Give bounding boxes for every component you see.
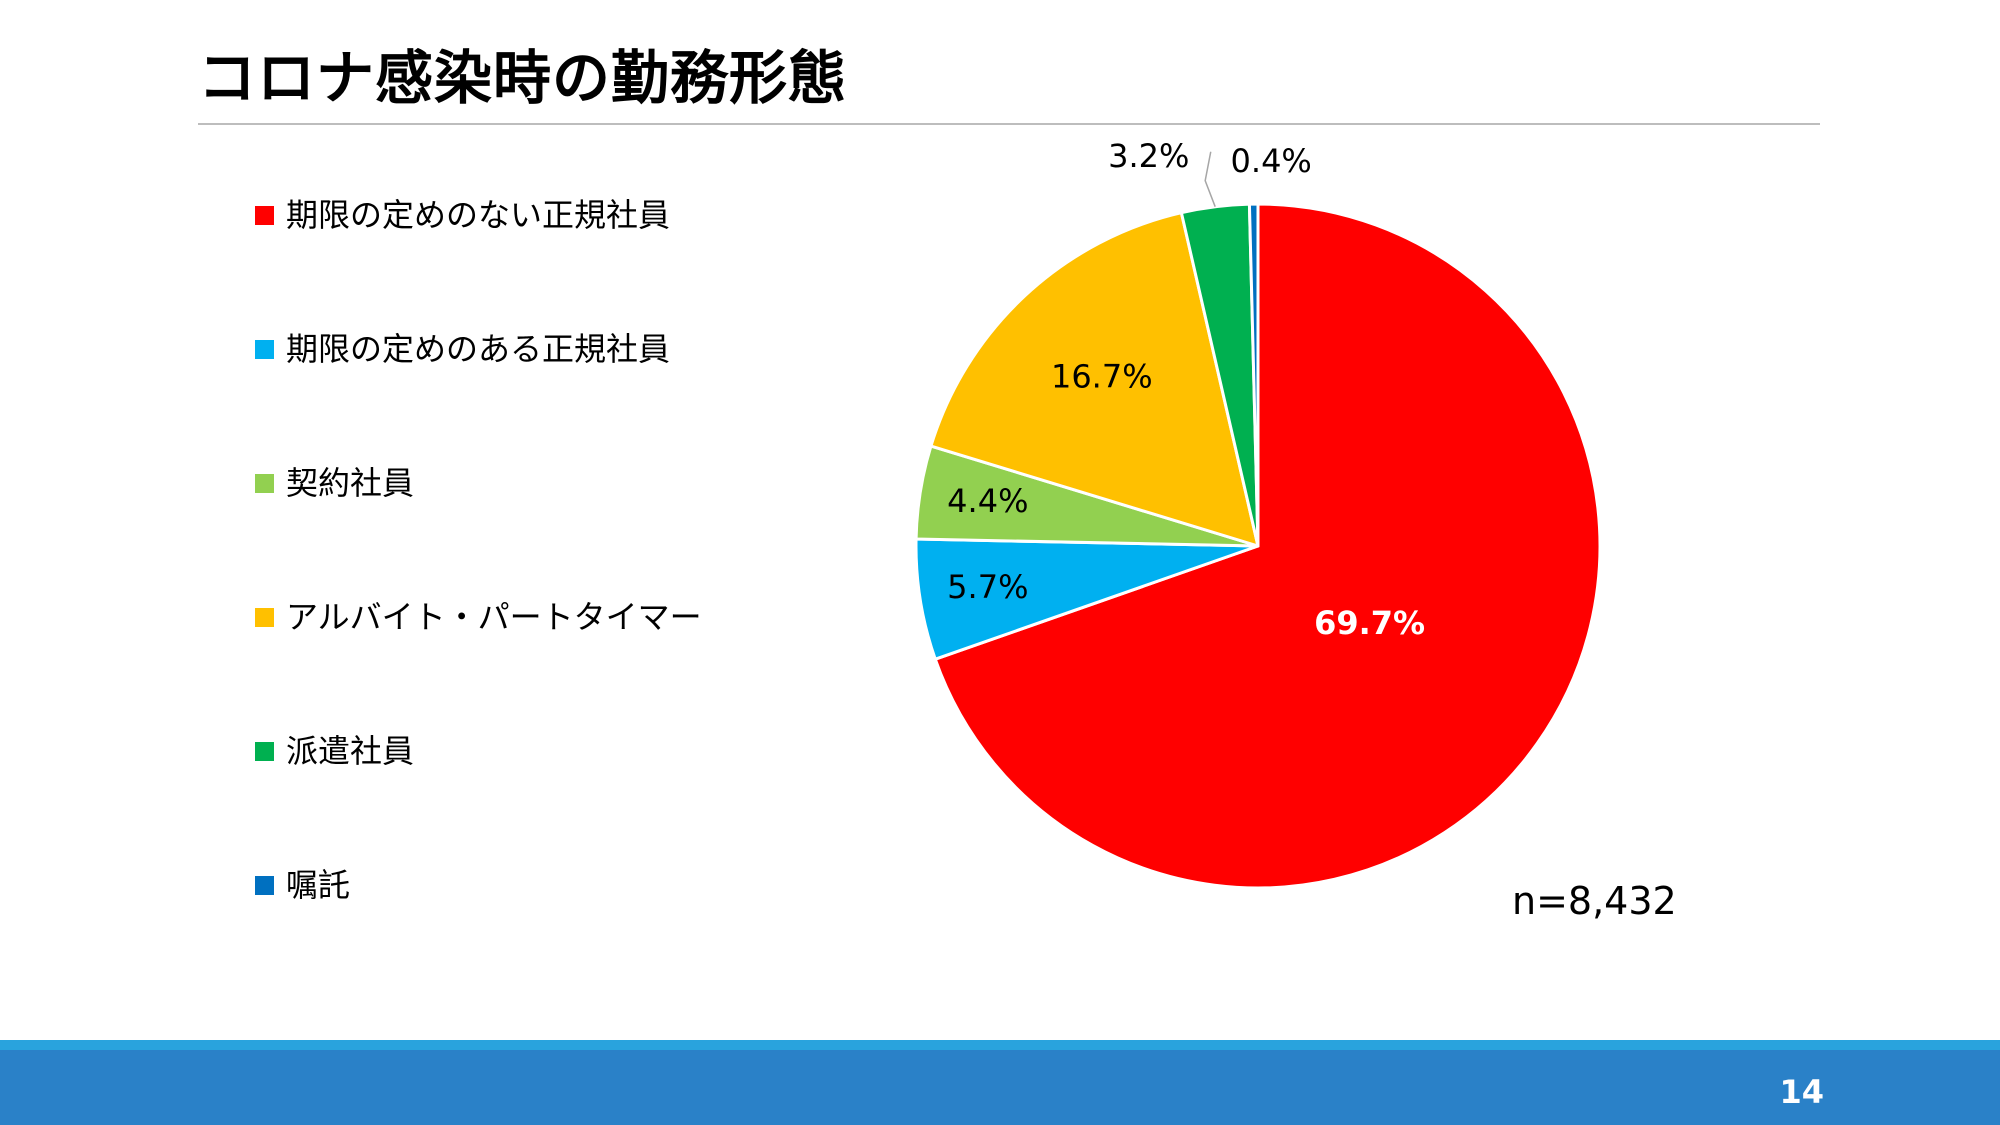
sample-size-label: n=8,432 — [1512, 879, 1677, 923]
data-label: 0.4% — [1231, 142, 1312, 180]
pie-slice — [1247, 202, 1260, 548]
legend-item: 派遣社員 — [255, 726, 414, 776]
legend-label: アルバイト・パートタイマー — [286, 598, 702, 636]
legend-label: 契約社員 — [286, 464, 415, 502]
legend-item: 契約社員 — [255, 458, 414, 508]
title-divider — [198, 123, 1820, 125]
footer-bar — [0, 1050, 2000, 1125]
legend-item: 期限の定めのない正規社員 — [255, 190, 670, 240]
legend-swatch — [255, 607, 274, 627]
legend-label: 期限の定めのある正規社員 — [286, 330, 671, 368]
data-label: 4.4% — [947, 482, 1028, 520]
legend-swatch — [255, 473, 274, 493]
legend-label: 期限の定めのない正規社員 — [286, 196, 671, 234]
legend-swatch — [255, 875, 274, 895]
legend-item: 期限の定めのある正規社員 — [255, 324, 670, 374]
legend-item: アルバイト・パートタイマー — [255, 592, 702, 642]
footer-accent-line — [0, 1040, 2000, 1050]
data-label: 16.7% — [1051, 357, 1153, 395]
legend-swatch — [255, 339, 274, 359]
leader-line — [1204, 151, 1216, 207]
data-label: 5.7% — [947, 568, 1028, 606]
data-label: 3.2% — [1108, 137, 1189, 175]
page-number: 14 — [1779, 1073, 1824, 1111]
slide-title: コロナ感染時の勤務形態 — [198, 44, 848, 112]
pie-slice — [929, 211, 1260, 548]
legend-item: 嘱託 — [255, 860, 350, 910]
legend-label: 派遣社員 — [286, 732, 415, 770]
data-label: 69.7% — [1314, 604, 1425, 642]
pie-slice — [933, 202, 1602, 890]
legend-swatch — [255, 205, 274, 225]
legend-swatch — [255, 741, 274, 761]
legend-label: 嘱託 — [286, 866, 351, 904]
